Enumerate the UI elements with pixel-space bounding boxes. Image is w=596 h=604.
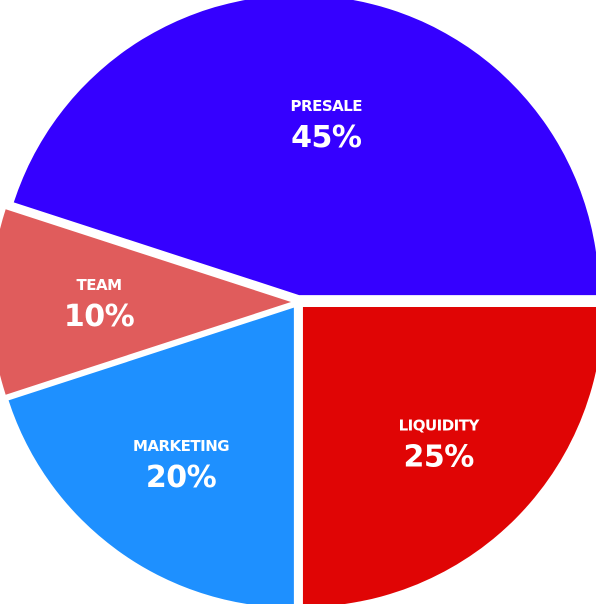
slice-value-team: 10%	[64, 299, 135, 334]
slice-label-marketing: MARKETING	[133, 437, 229, 455]
slice-value-presale: 45%	[291, 120, 362, 155]
pie-slice-marketing	[8, 307, 294, 604]
slice-label-team: TEAM	[76, 276, 121, 294]
slice-label-presale: PRESALE	[291, 97, 363, 115]
slice-value-liquidity: 25%	[404, 440, 475, 475]
pie-slice-team	[0, 209, 291, 395]
slice-value-marketing: 20%	[146, 460, 217, 495]
pie-slice-presale	[13, 0, 596, 296]
slice-label-liquidity: LIQUIDITY	[399, 417, 481, 435]
pie-slice-liquidity	[302, 306, 596, 604]
